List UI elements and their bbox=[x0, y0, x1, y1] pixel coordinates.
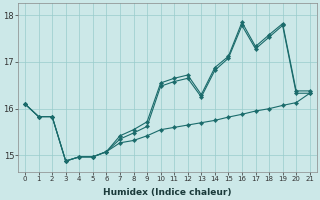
X-axis label: Humidex (Indice chaleur): Humidex (Indice chaleur) bbox=[103, 188, 232, 197]
